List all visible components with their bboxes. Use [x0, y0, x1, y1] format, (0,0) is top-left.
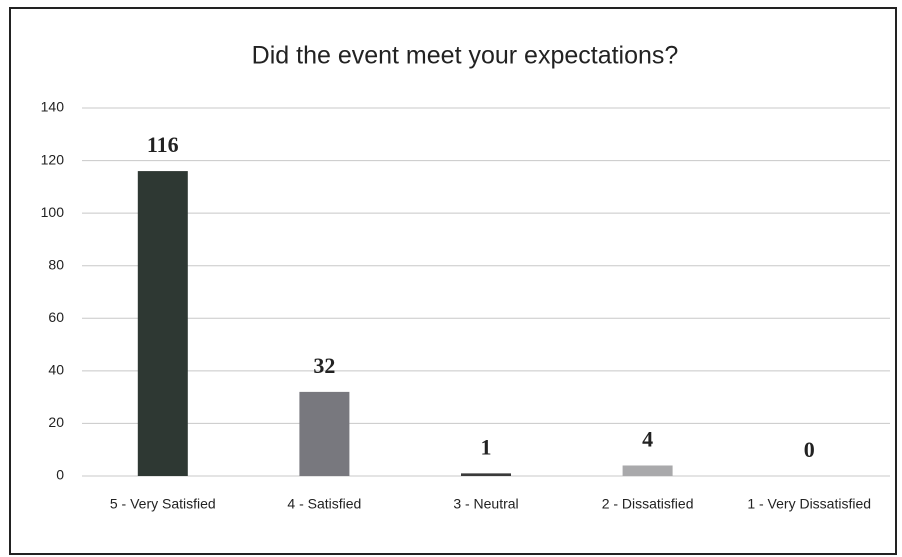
x-tick-label: 2 - Dissatisfied [602, 496, 694, 512]
data-label: 4 [642, 427, 653, 452]
data-label: 32 [313, 353, 335, 378]
bar [299, 391, 350, 476]
y-tick-label: 60 [48, 309, 64, 325]
chart-title: Did the event meet your expectations? [252, 42, 679, 70]
y-tick-label: 140 [41, 99, 65, 115]
y-tick-label: 120 [41, 151, 65, 167]
x-tick-label: 4 - Satisfied [287, 496, 361, 512]
y-tick-label: 0 [56, 467, 64, 483]
y-tick-label: 80 [48, 256, 64, 272]
bar [137, 171, 188, 477]
data-label: 1 [481, 434, 492, 459]
bar [622, 465, 673, 476]
data-label: 116 [147, 132, 179, 157]
y-tick-label: 100 [41, 204, 65, 220]
y-tick-label: 20 [48, 414, 64, 430]
x-tick-label: 1 - Very Dissatisfied [747, 496, 871, 512]
data-label: 0 [804, 437, 815, 462]
x-tick-label: 5 - Very Satisfied [110, 496, 216, 512]
x-tick-label: 3 - Neutral [453, 496, 518, 512]
bar [461, 473, 511, 476]
y-tick-label: 40 [48, 362, 64, 378]
